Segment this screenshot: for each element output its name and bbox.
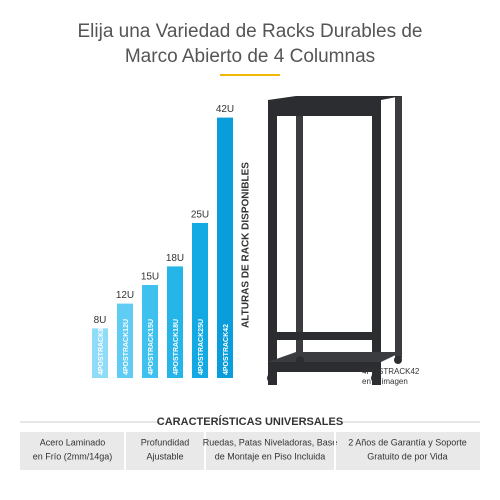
title-line: Elija una Variedad de Racks Durables de <box>77 21 422 42</box>
category-label: 4POSTRACK15U <box>148 319 155 375</box>
bar <box>167 266 183 378</box>
rack-top-rail <box>268 100 381 116</box>
bar <box>142 285 158 378</box>
rack-post <box>395 96 402 358</box>
rack-wheel <box>267 373 277 383</box>
features-band <box>20 432 480 470</box>
feature-text: en Frío (2mm/14ga) <box>33 451 113 461</box>
feature-text: Profundidad <box>141 437 190 447</box>
image-caption: 4POSTRACK42 <box>362 367 420 376</box>
feature-text: Ajustable <box>146 451 183 461</box>
bar <box>217 117 233 378</box>
value-label: 25U <box>191 210 209 221</box>
bar <box>192 223 208 378</box>
value-label: 8U <box>94 315 107 326</box>
category-label: 4POSTRACK42 <box>223 324 230 375</box>
rack-wheel <box>296 356 304 364</box>
value-label: 18U <box>166 253 184 264</box>
features: Acero Laminado en Frío (2mm/14ga) Profundi… <box>33 432 467 470</box>
rack-image <box>267 96 402 385</box>
rack-base-top <box>268 352 402 362</box>
feature-text: Gratuito de por Vida <box>367 451 447 461</box>
y-axis-label: ALTURAS DE RACK DISPONIBLES <box>241 162 252 328</box>
features-title: CARACTERÍSTICAS UNIVERSALES <box>157 415 343 428</box>
rack-wheel <box>371 373 381 383</box>
rack-rail <box>270 332 381 340</box>
feature-text: Acero Laminado <box>40 437 106 447</box>
image-caption: en la imagen <box>362 377 408 386</box>
category-label: 4POSTRACK18U <box>173 319 180 375</box>
category-label: 4POSTRACK12U <box>123 319 130 375</box>
bar <box>92 328 108 378</box>
feature-text: de Montaje en Piso Incluida <box>215 451 326 461</box>
category-label: 4POSTRACK8U <box>98 323 105 375</box>
value-label: 15U <box>141 272 159 283</box>
bar <box>117 303 133 378</box>
value-label: 42U <box>216 104 234 115</box>
title-line: Marco Abierto de 4 Columnas <box>125 46 375 67</box>
rack-post <box>268 100 277 385</box>
feature-text: 2 Años de Garantía y Soporte <box>348 437 467 447</box>
rack-post <box>296 96 303 358</box>
category-label: 4POSTRACK25U <box>198 319 205 375</box>
value-label: 12U <box>116 290 134 301</box>
rack-base <box>268 362 381 372</box>
feature-text: Ruedas, Patas Niveladoras, Base <box>203 437 338 447</box>
rack-top <box>268 96 402 100</box>
title-underline <box>220 74 280 76</box>
rack-post <box>372 100 381 385</box>
rack-wheel <box>394 356 402 364</box>
